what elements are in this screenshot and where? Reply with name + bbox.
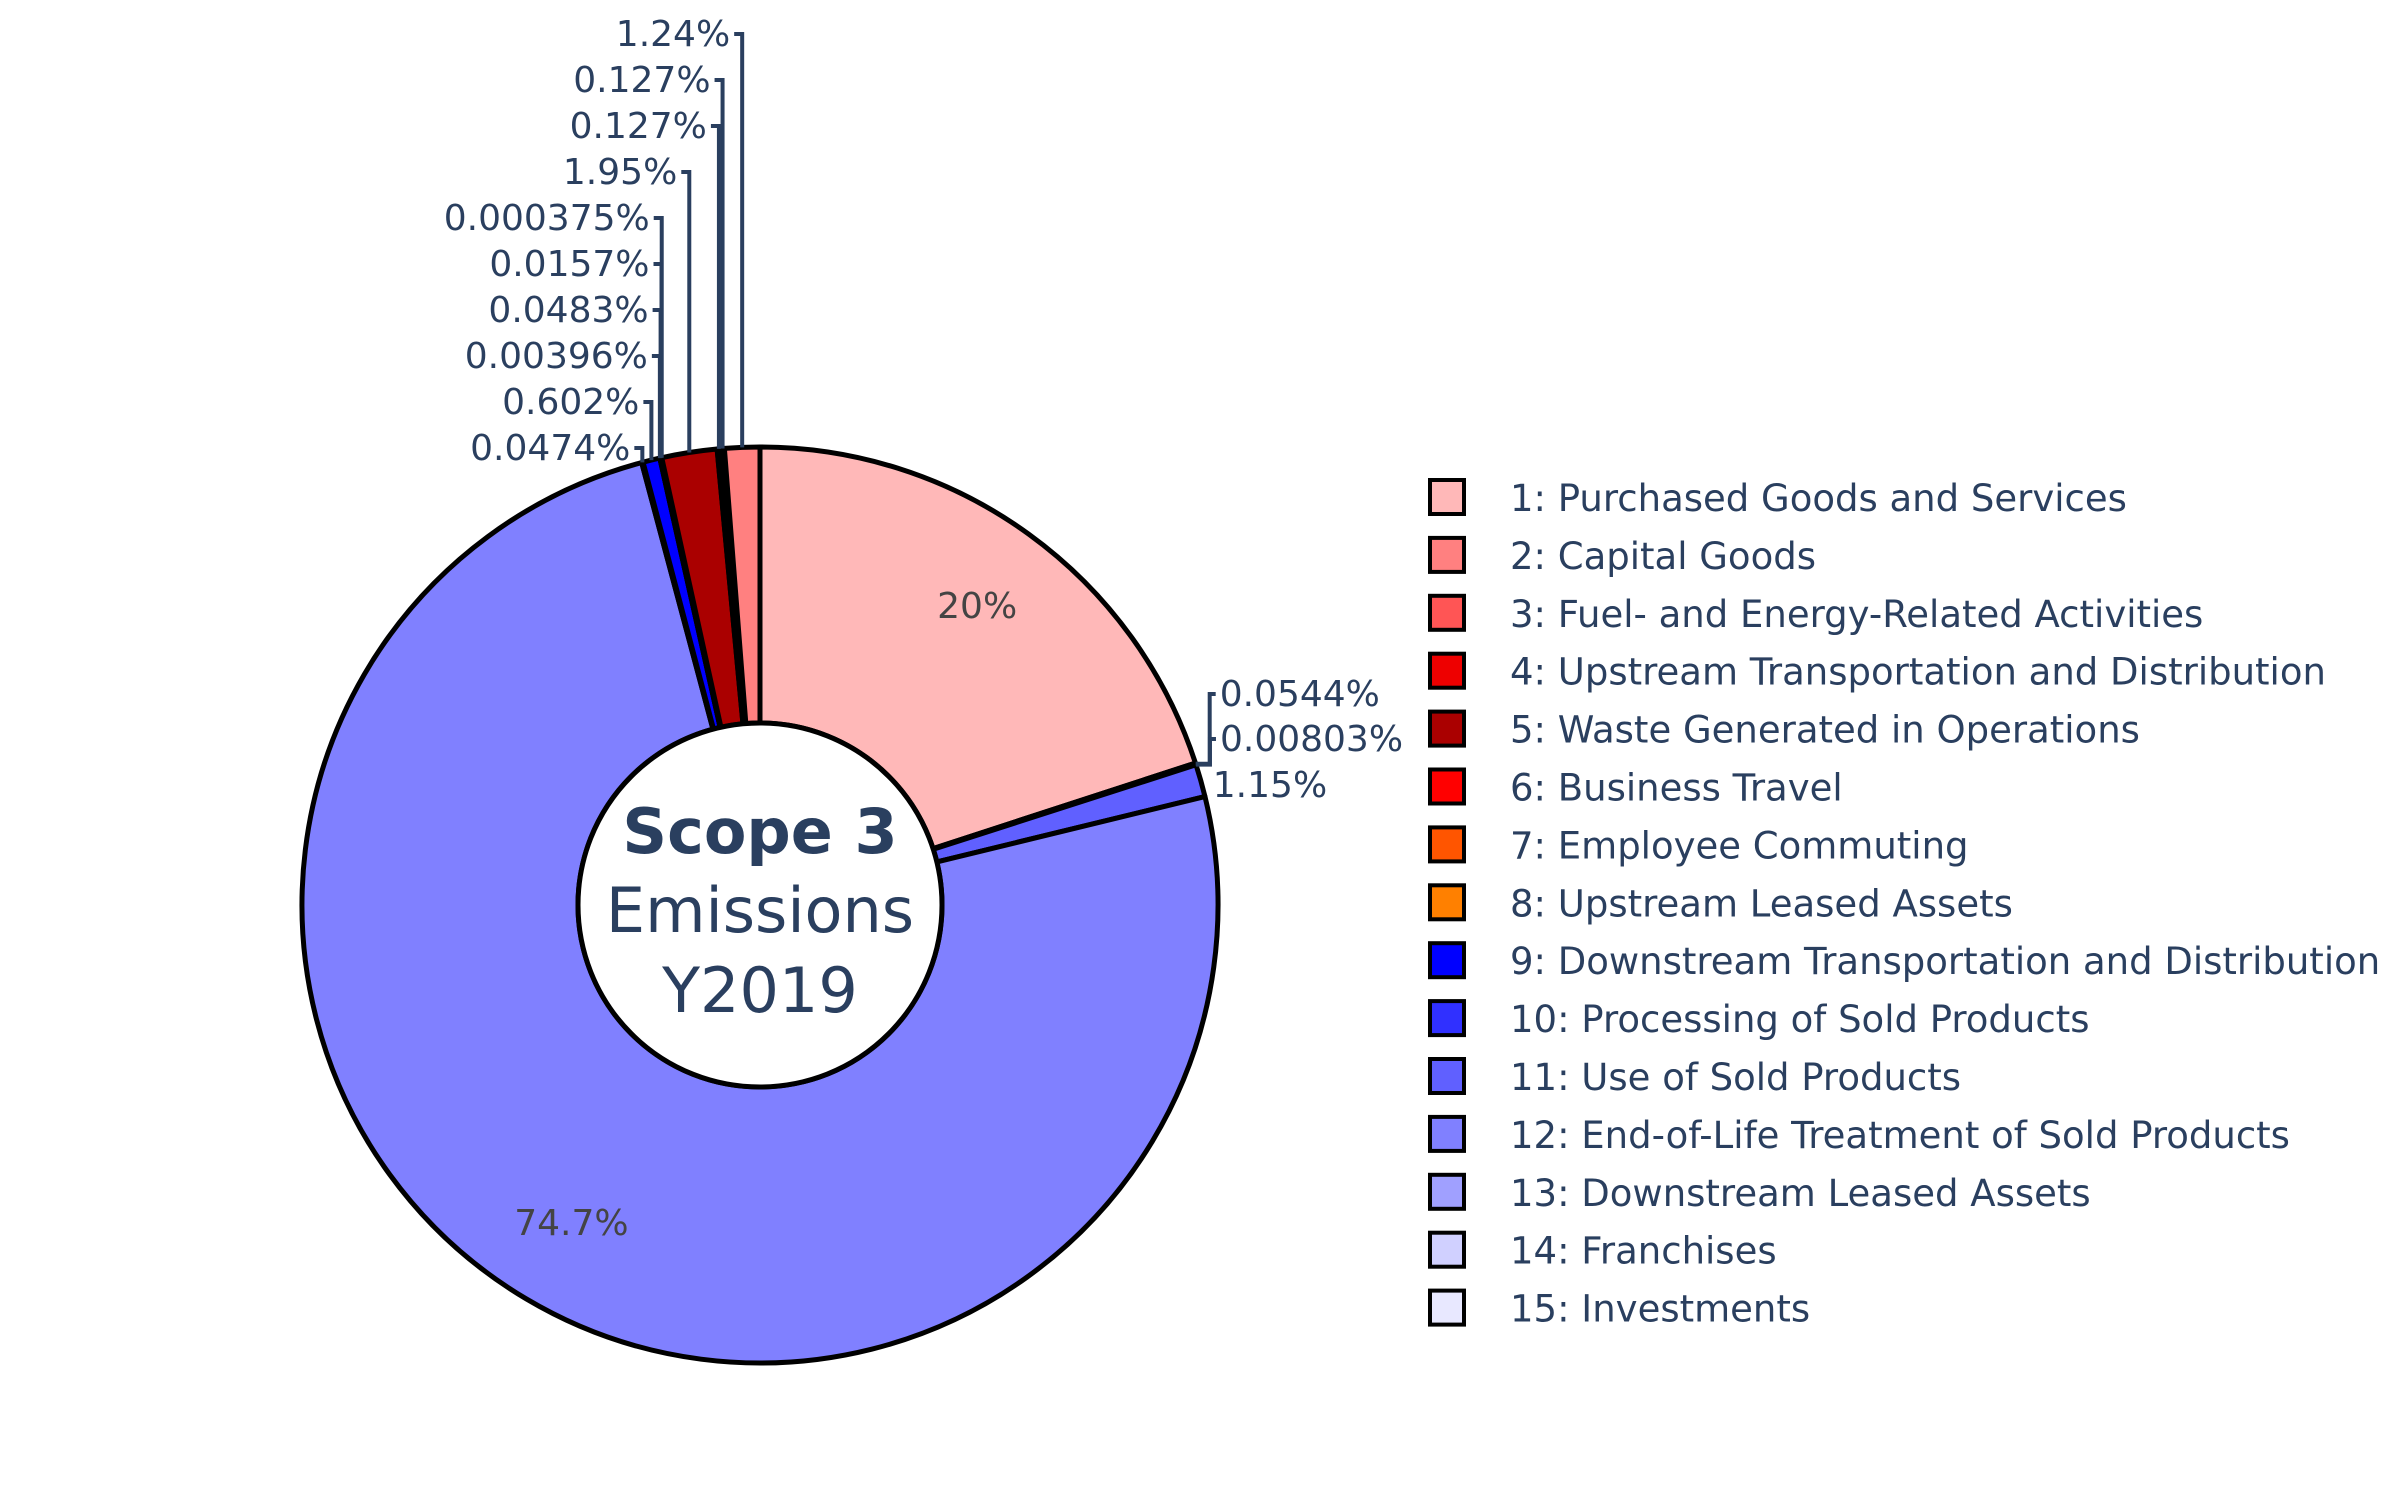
slice-label-8-upstream-leased-assets: 0.00396% xyxy=(465,336,648,377)
legend-swatch xyxy=(1428,883,1466,922)
legend-swatch xyxy=(1428,941,1466,980)
slice-label-9-downstream-transportation-and-distribution: 0.602% xyxy=(502,382,639,423)
legend-item-13-downstream-leased-assets[interactable]: 13: Downstream Leased Assets xyxy=(1428,1172,2091,1215)
slice-label-14-franchises: 0.00803% xyxy=(1220,719,1403,760)
donut-center: Scope 3 Emissions Y2019 xyxy=(606,795,914,1027)
legend-label: 5: Waste Generated in Operations xyxy=(1510,709,2140,752)
slice-label-11-use-of-sold-products: 1.15% xyxy=(1213,765,1327,806)
legend-label: 1: Purchased Goods and Services xyxy=(1510,477,2127,520)
legend-label: 11: Use of Sold Products xyxy=(1510,1056,1961,1099)
legend-swatch xyxy=(1428,535,1466,574)
legend-item-12-end-of-life-treatment-of-sold-products[interactable]: 12: End-of-Life Treatment of Sold Produc… xyxy=(1428,1114,2290,1157)
leader-2-capital-goods xyxy=(734,32,745,448)
legend-swatch xyxy=(1428,1288,1466,1327)
leader-5-waste-generated-in-operations xyxy=(681,170,692,453)
legend-item-1-purchased-goods-and-services[interactable]: 1: Purchased Goods and Services xyxy=(1428,477,2127,520)
legend-item-5-waste-generated-in-operations[interactable]: 5: Waste Generated in Operations xyxy=(1428,709,2140,752)
center-title-line2: Emissions xyxy=(606,874,914,947)
legend-item-9-downstream-transportation-and-distribution[interactable]: 9: Downstream Transportation and Distrib… xyxy=(1428,940,2380,983)
donut-hole xyxy=(575,720,945,1090)
slice-labels: 20% 0.0544%0.00803% 1.15% 74.7% 0.0474% 0.602… xyxy=(444,14,1403,1244)
legend-swatch xyxy=(1428,1057,1466,1095)
legend-swatch xyxy=(1428,1114,1466,1153)
legend-item-11-use-of-sold-products[interactable]: 11: Use of Sold Products xyxy=(1428,1056,1961,1099)
legend-item-6-business-travel[interactable]: 6: Business Travel xyxy=(1428,767,1843,810)
center-title-line3: Y2019 xyxy=(661,954,858,1027)
legend-swatch xyxy=(1428,825,1466,864)
legend-swatch xyxy=(1428,593,1466,632)
legend-label: 15: Investments xyxy=(1510,1288,1810,1331)
leader-13-downstream-leased-assets xyxy=(1195,692,1216,766)
legend-label: 10: Processing of Sold Products xyxy=(1510,998,2089,1041)
legend-label: 13: Downstream Leased Assets xyxy=(1510,1172,2091,1215)
legend-label: 8: Upstream Leased Assets xyxy=(1510,882,2013,925)
slice-label-1-purchased-goods-and-services: 20% xyxy=(937,586,1017,627)
legend-swatch xyxy=(1428,767,1466,806)
legend-item-2-capital-goods[interactable]: 2: Capital Goods xyxy=(1428,535,1816,578)
legend-item-7-employee-commuting[interactable]: 7: Employee Commuting xyxy=(1428,824,1969,867)
legend-item-8-upstream-leased-assets[interactable]: 8: Upstream Leased Assets xyxy=(1428,882,2013,925)
legend-label: 6: Business Travel xyxy=(1510,767,1843,810)
leader-7-employee-commuting xyxy=(652,308,663,458)
leader-4-upstream-transportation-and-distribution xyxy=(710,124,721,449)
legend-item-15-investments[interactable]: 15: Investments xyxy=(1428,1288,1810,1331)
legend-label: 3: Fuel- and Energy-Related Activities xyxy=(1510,593,2203,636)
slice-label-2-capital-goods: 1.24% xyxy=(616,14,730,55)
legend-item-14-franchises[interactable]: 14: Franchises xyxy=(1428,1230,1777,1273)
leader-9-downstream-transportation-and-distribution xyxy=(643,400,654,461)
legend-label: 12: End-of-Life Treatment of Sold Produc… xyxy=(1510,1114,2290,1157)
slice-label-7-employee-commuting: 0.0483% xyxy=(488,290,648,331)
legend-item-4-upstream-transportation-and-distribution[interactable]: 4: Upstream Transportation and Distribut… xyxy=(1428,651,2326,694)
legend-label: 4: Upstream Transportation and Distribut… xyxy=(1510,651,2326,694)
legend-label: 9: Downstream Transportation and Distrib… xyxy=(1510,940,2380,983)
legend-swatch xyxy=(1428,478,1466,516)
slice-label-10-processing-of-sold-products: 0.0474% xyxy=(470,428,630,469)
leader-10-processing-of-sold-products xyxy=(634,446,645,463)
leader-3-fuel-and-energy-related-activities xyxy=(714,78,725,449)
slice-label-12-end-of-life-treatment-of-sold-products: 74.7% xyxy=(514,1203,628,1244)
pie-slices xyxy=(299,444,1221,1366)
legend-swatch xyxy=(1428,1172,1466,1211)
legend-swatch xyxy=(1428,1230,1466,1269)
slice-label-15-investments: 0.0157% xyxy=(489,244,649,285)
legend-item-3-fuel-and-energy-related-activities[interactable]: 3: Fuel- and Energy-Related Activities xyxy=(1428,593,2203,636)
legend-swatch xyxy=(1428,651,1466,690)
legend-item-10-processing-of-sold-products[interactable]: 10: Processing of Sold Products xyxy=(1428,998,2089,1041)
center-title-line1: Scope 3 xyxy=(622,795,897,868)
legend-label: 2: Capital Goods xyxy=(1510,535,1816,578)
legend: 1: Purchased Goods and Services 2: Capita… xyxy=(1428,477,2380,1331)
leader-6-business-travel xyxy=(653,216,664,458)
slice-label-6-business-travel: 0.000375% xyxy=(444,198,650,239)
legend-label: 14: Franchises xyxy=(1510,1230,1777,1273)
slice-label-5-waste-generated-in-operations: 1.95% xyxy=(563,152,677,193)
slice-label-4-upstream-transportation-and-distribution: 0.127% xyxy=(570,106,707,147)
legend-swatch xyxy=(1428,999,1466,1038)
leader-14-franchises xyxy=(1195,737,1216,767)
slice-label-13-downstream-leased-assets: 0.0544% xyxy=(1220,674,1380,715)
legend-label: 7: Employee Commuting xyxy=(1510,824,1969,867)
slice-label-3-fuel-and-energy-related-activities: 0.127% xyxy=(573,60,710,101)
label-leader-lines xyxy=(634,32,1216,767)
legend-swatch xyxy=(1428,709,1466,748)
